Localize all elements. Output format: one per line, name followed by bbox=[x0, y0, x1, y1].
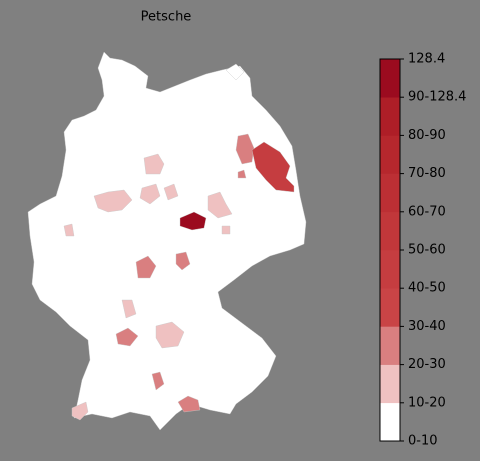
region bbox=[115, 327, 139, 347]
region bbox=[135, 255, 157, 279]
colorbar-label: 50-60 bbox=[408, 243, 446, 258]
colorbar-label: 60-70 bbox=[408, 204, 446, 219]
colorbar-band bbox=[380, 326, 400, 365]
colorbar-band bbox=[380, 59, 400, 98]
colorbar-label: 20-30 bbox=[408, 357, 446, 372]
region bbox=[179, 211, 207, 231]
region bbox=[63, 223, 75, 237]
colorbar-band bbox=[380, 364, 400, 404]
region bbox=[139, 183, 161, 205]
colorbar-band bbox=[380, 135, 400, 174]
map bbox=[27, 51, 307, 431]
region bbox=[121, 299, 137, 319]
island bbox=[225, 63, 245, 81]
region bbox=[207, 191, 233, 219]
region bbox=[235, 133, 255, 165]
colorbar-band bbox=[380, 250, 400, 289]
colorbar-label: 0-10 bbox=[408, 434, 438, 449]
region bbox=[151, 371, 165, 391]
colorbar-band bbox=[380, 97, 400, 136]
region bbox=[143, 153, 165, 175]
region bbox=[251, 141, 295, 193]
region bbox=[177, 395, 201, 413]
region bbox=[163, 183, 179, 201]
colorbar: 0-10 10-20 20-30 30-40 40-50 50-60 60-70 70-80 8… bbox=[379, 52, 466, 449]
colorbar-label: 128.4 bbox=[408, 52, 445, 67]
colorbar-label: 30-40 bbox=[408, 319, 446, 334]
colorbar-band bbox=[380, 173, 400, 213]
colorbar-band bbox=[380, 211, 400, 251]
colorbar-label: 10-20 bbox=[408, 395, 446, 410]
map-title: Petsche bbox=[141, 10, 192, 25]
region bbox=[71, 401, 89, 421]
region bbox=[93, 189, 133, 213]
colorbar-band bbox=[380, 288, 400, 327]
colorbar-label: 90-128.4 bbox=[408, 90, 466, 105]
region bbox=[175, 251, 191, 271]
colorbar-label: 40-50 bbox=[408, 281, 446, 296]
region bbox=[237, 169, 247, 179]
region bbox=[221, 225, 231, 235]
colorbar-label: 70-80 bbox=[408, 166, 446, 181]
region bbox=[155, 321, 185, 349]
colorbar-band bbox=[380, 402, 400, 442]
colorbar-label: 80-90 bbox=[408, 128, 446, 143]
